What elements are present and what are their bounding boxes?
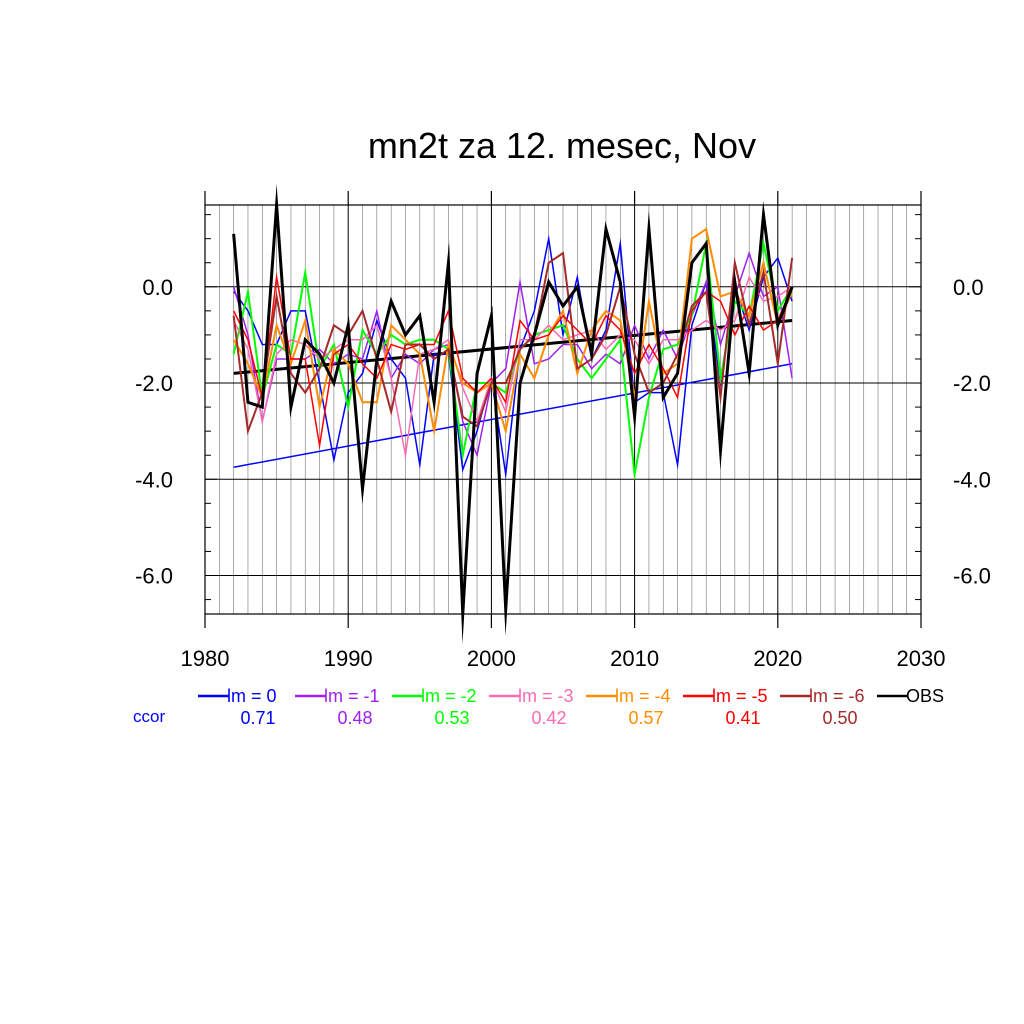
- y-tick-label-right: -6.0: [953, 564, 991, 589]
- series-line-obs: [232, 183, 794, 644]
- legend-label: lm = 0: [227, 686, 277, 706]
- ccor-value: 0.53: [434, 708, 469, 728]
- grid: [205, 205, 921, 614]
- legend-label: lm = -1: [324, 686, 380, 706]
- trend-line: [233, 318, 793, 375]
- y-tick-label-left: -4.0: [135, 467, 173, 492]
- ccor-value: 0.57: [628, 708, 663, 728]
- legend-label: lm = -3: [518, 686, 574, 706]
- plot-frame: [204, 204, 922, 615]
- ccor-value: 0.41: [725, 708, 760, 728]
- y-tick-label-left: -2.0: [135, 371, 173, 396]
- series-line-lm-0: [233, 234, 793, 481]
- ccor-value: 0.48: [337, 708, 372, 728]
- legend: ccor lm = 00.71 lm = -10.48 lm = -20.53 lm =…: [133, 686, 944, 728]
- series-line-lm-4: [232, 227, 794, 437]
- y-tick-label-right: -4.0: [953, 467, 991, 492]
- ccor-value: 0.50: [822, 708, 857, 728]
- series-line-lm-5: [232, 272, 793, 451]
- x-tick-label: 1990: [324, 646, 373, 671]
- x-tick-label: 2020: [753, 646, 802, 671]
- ccor-value: 0.71: [240, 708, 275, 728]
- y-tick-label-right: 0.0: [953, 275, 984, 300]
- legend-label: lm = -2: [421, 686, 477, 706]
- legend-label: OBS: [906, 686, 944, 706]
- series-line-lm-3: [232, 275, 793, 460]
- series-line-lm-2: [232, 236, 793, 482]
- x-tick-label: 2000: [467, 646, 516, 671]
- y-tick-label-left: -6.0: [135, 564, 173, 589]
- x-tick-label: 1980: [181, 646, 230, 671]
- ccor-value: 0.42: [531, 708, 566, 728]
- chart-title: mn2t za 12. mesec, Nov: [368, 125, 756, 166]
- y-tick-label-left: 0.0: [142, 275, 173, 300]
- legend-label: lm = -5: [712, 686, 768, 706]
- y-tick-label-right: -2.0: [953, 371, 991, 396]
- legend-label: lm = -4: [615, 686, 671, 706]
- axes: 1980 1990 2000 2010 2020 2030 0.0 0.0 -2.0 -2.0 -4…: [135, 191, 991, 671]
- series-line-lm-6: [232, 251, 794, 436]
- x-tick-label: 2010: [610, 646, 659, 671]
- series-lines: [232, 183, 794, 644]
- x-tick-label: 2030: [897, 646, 946, 671]
- legend-label: lm = -6: [809, 686, 865, 706]
- ccor-label: ccor: [133, 707, 165, 726]
